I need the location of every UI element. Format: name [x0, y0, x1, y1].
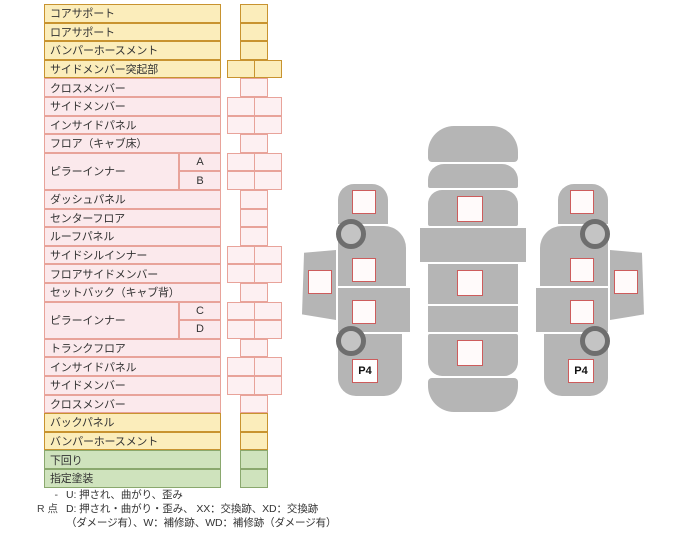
damage-marker-cell[interactable] — [240, 283, 268, 302]
left-rear-wheel — [336, 326, 366, 356]
left-marker-side-panel[interactable] — [308, 270, 332, 294]
part-label-cell: クロスメンバー — [44, 394, 221, 414]
part-label-cell: ピラーインナー — [44, 152, 179, 190]
right-marker-rear-door[interactable] — [570, 300, 594, 324]
damage-marker-cell[interactable] — [254, 357, 282, 376]
part-sub-cell-d: D — [179, 320, 221, 339]
part-label-cell: バックパネル — [44, 413, 221, 432]
part-label-cell: バンパーホースメント — [44, 431, 221, 451]
damage-marker-cell[interactable] — [227, 245, 255, 265]
part-label-cell: サイドメンバー — [44, 376, 221, 395]
center-marker-front[interactable] — [457, 196, 483, 222]
legend: - U: 押され、曲がり、歪み R 点 D: 押され・曲がり・歪み、 XX：交換… — [14, 489, 444, 530]
center-section-2 — [428, 164, 518, 188]
damage-marker-cell[interactable] — [254, 301, 282, 321]
legend-row-2: R 点 D: 押され・曲がり・歪み、 XX：交換跡、XD：交換跡 — [14, 503, 444, 516]
part-label-cell: トランクフロア — [44, 338, 221, 358]
part-label-cell: センターフロア — [44, 208, 221, 228]
legend-text-u: U: 押され、曲がり、歪み — [66, 489, 183, 501]
damage-marker-cell[interactable] — [254, 245, 282, 265]
part-sub-cell-c: C — [179, 301, 221, 321]
damage-marker-cell[interactable] — [240, 208, 268, 228]
damage-marker-cell[interactable] — [240, 394, 268, 414]
damage-marker-cell[interactable] — [240, 413, 268, 432]
damage-marker-cell[interactable] — [240, 450, 268, 469]
left-marker-hood[interactable] — [352, 190, 376, 214]
part-label-cell: クロスメンバー — [44, 78, 221, 97]
damage-marker-cell[interactable] — [240, 431, 268, 451]
damage-marker-cell[interactable] — [240, 134, 268, 153]
right-marker-side-panel[interactable] — [614, 270, 638, 294]
right-marker-p4[interactable]: P4 — [568, 359, 594, 383]
right-front-wheel — [580, 219, 610, 249]
part-label-cell: インサイドパネル — [44, 115, 221, 135]
part-label-cell: ピラーインナー — [44, 301, 179, 339]
damage-marker-cell[interactable] — [227, 97, 255, 116]
damage-marker-cell[interactable] — [227, 376, 255, 395]
damage-marker-cell[interactable] — [254, 115, 282, 135]
part-label-cell: フロアサイドメンバー — [44, 264, 221, 283]
damage-marker-cell[interactable] — [227, 264, 255, 283]
damage-marker-cell[interactable] — [227, 320, 255, 339]
left-marker-p4[interactable]: P4 — [352, 359, 378, 383]
damage-marker-cell[interactable] — [240, 22, 268, 42]
vehicle-diagram: P4 P4 — [300, 118, 692, 418]
damage-marker-cell[interactable] — [254, 171, 282, 190]
damage-marker-cell[interactable] — [240, 41, 268, 60]
legend-text-d: D: 押され・曲がり・歪み、 XX：交換跡、XD：交換跡 — [66, 503, 319, 515]
center-section-8 — [428, 378, 518, 412]
damage-marker-cell[interactable] — [227, 59, 255, 79]
damage-marker-cell[interactable] — [254, 97, 282, 116]
part-label-cell: 下回り — [44, 450, 221, 469]
right-marker-hood[interactable] — [570, 190, 594, 214]
left-front-wheel — [336, 219, 366, 249]
left-marker-rear-door[interactable] — [352, 300, 376, 324]
legend-key-rpoint: R 点 — [37, 503, 58, 515]
part-sub-cell-a: A — [179, 152, 221, 172]
damage-marker-cell[interactable] — [227, 115, 255, 135]
part-label-cell: ダッシュパネル — [44, 190, 221, 209]
damage-marker-cell[interactable] — [240, 469, 268, 488]
damage-marker-cell[interactable] — [227, 152, 255, 172]
damage-marker-cell[interactable] — [240, 78, 268, 97]
part-label-cell: サイドメンバー — [44, 97, 221, 116]
part-label-cell: インサイドパネル — [44, 357, 221, 376]
part-label-cell: サイドメンバー突起部 — [44, 59, 221, 79]
part-label-cell: フロア（キャブ床） — [44, 134, 221, 153]
part-label-cell: サイドシルインナー — [44, 245, 221, 265]
legend-key-dash: - — [54, 489, 59, 501]
center-marker-rear[interactable] — [457, 340, 483, 366]
right-rear-wheel — [580, 326, 610, 356]
damage-marker-cell[interactable] — [227, 357, 255, 376]
damage-marker-cell[interactable] — [254, 59, 282, 79]
part-label-cell: ロアサポート — [44, 22, 221, 42]
legend-row-1: - U: 押され、曲がり、歪み — [14, 489, 444, 502]
center-section-4 — [420, 228, 526, 262]
damage-part-table: コアサポート ロアサポート バンパーホースメント サイドメンバー突起部 クロスメンバーサ… — [44, 4, 282, 489]
damage-marker-cell[interactable] — [240, 190, 268, 209]
damage-marker-cell[interactable] — [254, 320, 282, 339]
right-marker-door[interactable] — [570, 258, 594, 282]
damage-marker-cell[interactable] — [240, 227, 268, 246]
left-marker-door[interactable] — [352, 258, 376, 282]
legend-text-continued: （ダメージ有）、W：補修跡、WD：補修跡（ダメージ有） — [66, 517, 337, 529]
damage-marker-cell[interactable] — [240, 338, 268, 358]
damage-marker-cell[interactable] — [254, 152, 282, 172]
center-section-6 — [428, 306, 518, 332]
part-label-cell: ルーフパネル — [44, 227, 221, 246]
part-label-cell: コアサポート — [44, 4, 221, 23]
part-label-cell: セットバック（キャブ背） — [44, 283, 221, 302]
damage-marker-cell[interactable] — [254, 376, 282, 395]
part-label-cell: バンパーホースメント — [44, 41, 221, 60]
center-section-1 — [428, 126, 518, 162]
damage-marker-cell[interactable] — [240, 4, 268, 23]
center-marker-middle[interactable] — [457, 270, 483, 296]
damage-marker-cell[interactable] — [254, 264, 282, 283]
part-sub-cell-b: B — [179, 171, 221, 190]
damage-marker-cell[interactable] — [227, 301, 255, 321]
part-label-cell: 指定塗装 — [44, 469, 221, 488]
damage-marker-cell[interactable] — [227, 171, 255, 190]
